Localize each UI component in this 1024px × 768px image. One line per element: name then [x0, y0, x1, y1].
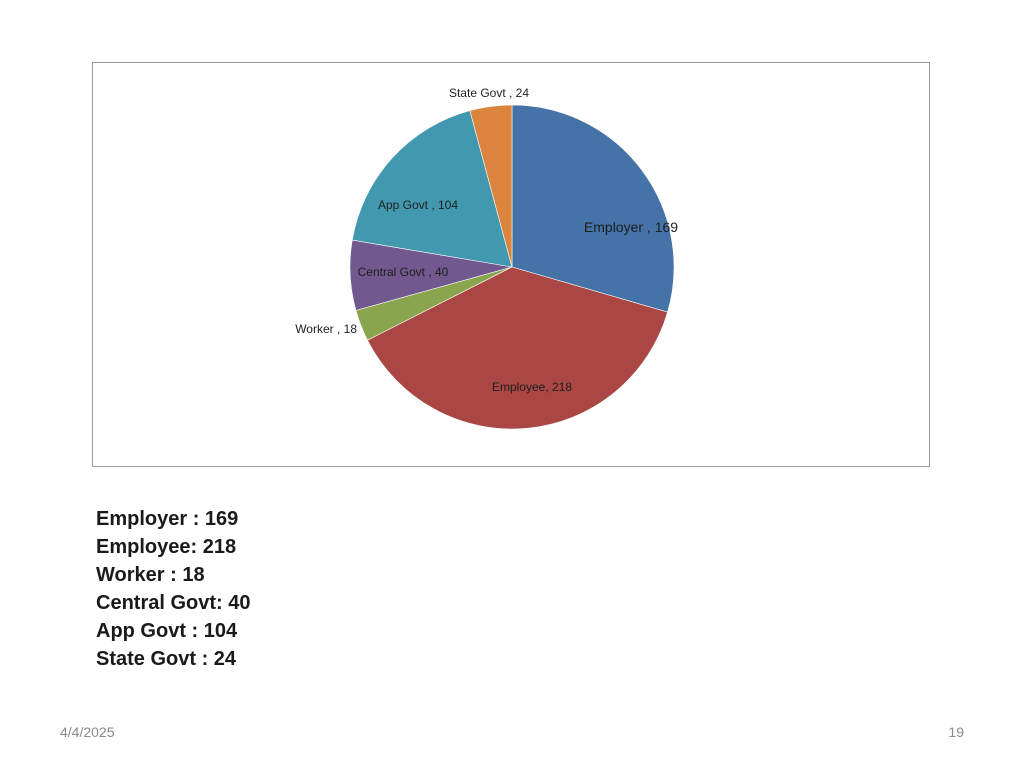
data-label-worker: Worker , 18 [295, 322, 357, 336]
footer-date: 4/4/2025 [60, 724, 115, 740]
pie-slice-state-govt [469, 104, 513, 268]
chart-area: Employer , 169 Employee, 218 Worker , 18 Ce… [92, 62, 930, 467]
pie-slice-app-govt [351, 110, 513, 268]
data-label-employer: Employer , 169 [584, 219, 678, 235]
summary-line-central-govt: Central Govt: 40 [96, 592, 251, 614]
summary-line-employer: Employer : 169 [96, 508, 239, 530]
data-label-state-govt: State Govt , 24 [449, 86, 529, 100]
pie-chart: Employer , 169 Employee, 218 Worker , 18 Ce… [295, 86, 678, 430]
page-number: 19 [948, 724, 964, 740]
summary-line-worker: Worker : 18 [96, 564, 205, 586]
summary-list: Employer : 169 Employee: 218 Worker : 18… [96, 505, 250, 673]
data-label-employee: Employee, 218 [492, 380, 572, 394]
summary-line-app-govt: App Govt : 104 [96, 620, 238, 642]
data-label-app-govt: App Govt , 104 [378, 198, 458, 212]
pie-slice-employer [511, 104, 675, 313]
data-label-central-govt: Central Govt , 40 [358, 265, 449, 279]
summary-line-state-govt: State Govt : 24 [96, 648, 237, 670]
pie-slice-employee [367, 266, 668, 430]
summary-line-employee: Employee: 218 [96, 536, 237, 558]
